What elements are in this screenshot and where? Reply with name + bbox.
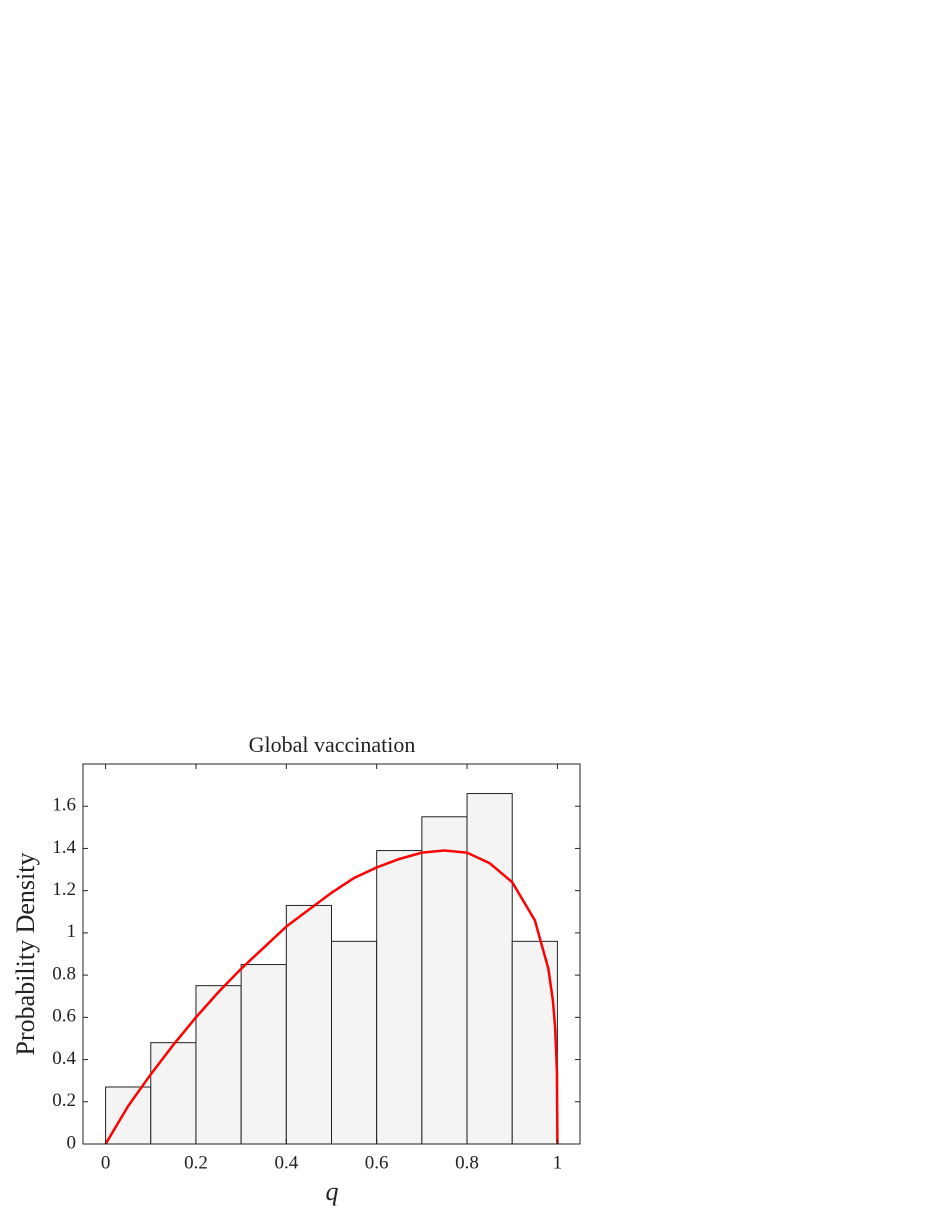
bar <box>195 985 242 1145</box>
y-tick-label: 0.6 <box>52 1006 76 1027</box>
y-tick-label: 1.2 <box>52 879 76 900</box>
x-tick-label: 0.6 <box>365 1152 389 1173</box>
bar <box>240 964 287 1145</box>
chart-title: Global vaccination <box>249 732 416 757</box>
y-tick-label: 0.4 <box>52 1048 76 1069</box>
bar <box>421 816 468 1145</box>
y-tick-label: 0.2 <box>52 1090 76 1111</box>
bar <box>285 904 332 1145</box>
axes-frame <box>82 763 581 1145</box>
x-axis-label: q <box>326 1177 339 1206</box>
x-tick-label: 0.4 <box>274 1152 298 1173</box>
y-tick-label: 1.4 <box>52 837 76 858</box>
x-tick-label: 0 <box>101 1152 111 1173</box>
y-tick-label: 0 <box>67 1132 77 1153</box>
bar <box>376 850 423 1145</box>
bar <box>331 940 378 1145</box>
bar <box>466 793 513 1145</box>
y-tick-label: 1 <box>67 921 77 942</box>
x-tick-label: 1 <box>553 1152 563 1173</box>
bar <box>105 1086 152 1145</box>
bar <box>150 1042 197 1145</box>
y-tick-label: 0.8 <box>52 963 76 984</box>
x-tick-label: 0.2 <box>184 1152 208 1173</box>
y-axis-label: Probability Density <box>11 853 40 1056</box>
bar <box>511 940 558 1145</box>
x-tick-label: 0.8 <box>455 1152 479 1173</box>
fit-curve <box>104 849 559 1145</box>
y-tick-label: 1.6 <box>52 795 76 816</box>
